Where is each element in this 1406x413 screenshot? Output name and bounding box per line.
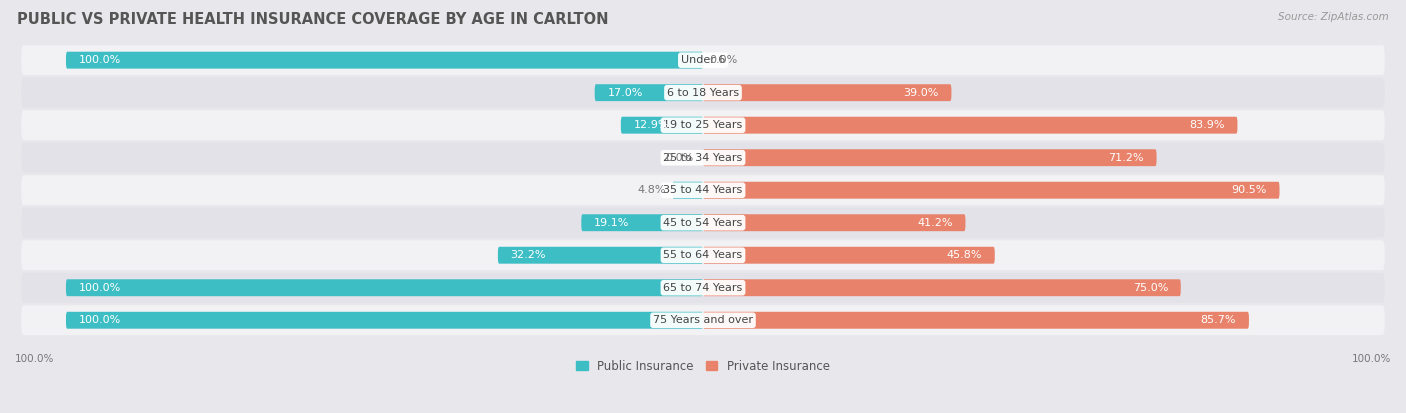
Text: 45.8%: 45.8% — [946, 250, 981, 260]
Text: 100.0%: 100.0% — [79, 283, 121, 293]
FancyBboxPatch shape — [21, 143, 1385, 173]
Text: Source: ZipAtlas.com: Source: ZipAtlas.com — [1278, 12, 1389, 22]
Text: 6 to 18 Years: 6 to 18 Years — [666, 88, 740, 98]
FancyBboxPatch shape — [21, 273, 1385, 303]
Text: 17.0%: 17.0% — [607, 88, 643, 98]
FancyBboxPatch shape — [581, 214, 703, 231]
Text: 19 to 25 Years: 19 to 25 Years — [664, 120, 742, 130]
FancyBboxPatch shape — [21, 305, 1385, 335]
FancyBboxPatch shape — [703, 117, 1237, 134]
FancyBboxPatch shape — [66, 279, 703, 296]
Text: 83.9%: 83.9% — [1189, 120, 1225, 130]
FancyBboxPatch shape — [703, 149, 1157, 166]
Text: 85.7%: 85.7% — [1201, 315, 1236, 325]
FancyBboxPatch shape — [703, 312, 1249, 329]
Text: 4.8%: 4.8% — [637, 185, 666, 195]
Text: Under 6: Under 6 — [681, 55, 725, 65]
Text: 25 to 34 Years: 25 to 34 Years — [664, 153, 742, 163]
Text: 65 to 74 Years: 65 to 74 Years — [664, 283, 742, 293]
Text: 75.0%: 75.0% — [1133, 283, 1168, 293]
FancyBboxPatch shape — [66, 52, 703, 69]
Text: 55 to 64 Years: 55 to 64 Years — [664, 250, 742, 260]
Text: 100.0%: 100.0% — [79, 55, 121, 65]
Text: 32.2%: 32.2% — [510, 250, 546, 260]
Text: 90.5%: 90.5% — [1232, 185, 1267, 195]
FancyBboxPatch shape — [672, 182, 703, 199]
FancyBboxPatch shape — [21, 45, 1385, 75]
Text: 0.0%: 0.0% — [710, 55, 738, 65]
FancyBboxPatch shape — [703, 182, 1279, 199]
Text: 35 to 44 Years: 35 to 44 Years — [664, 185, 742, 195]
FancyBboxPatch shape — [21, 208, 1385, 237]
Text: 45 to 54 Years: 45 to 54 Years — [664, 218, 742, 228]
Text: 71.2%: 71.2% — [1108, 153, 1144, 163]
Legend: Public Insurance, Private Insurance: Public Insurance, Private Insurance — [571, 355, 835, 377]
Text: 39.0%: 39.0% — [903, 88, 939, 98]
Text: 19.1%: 19.1% — [595, 218, 630, 228]
Text: 12.9%: 12.9% — [634, 120, 669, 130]
Text: 100.0%: 100.0% — [79, 315, 121, 325]
Text: 0.0%: 0.0% — [665, 153, 693, 163]
FancyBboxPatch shape — [21, 240, 1385, 270]
FancyBboxPatch shape — [621, 117, 703, 134]
FancyBboxPatch shape — [498, 247, 703, 263]
Text: 75 Years and over: 75 Years and over — [652, 315, 754, 325]
FancyBboxPatch shape — [21, 78, 1385, 108]
FancyBboxPatch shape — [703, 84, 952, 101]
Text: 100.0%: 100.0% — [1351, 354, 1391, 364]
FancyBboxPatch shape — [21, 175, 1385, 205]
FancyBboxPatch shape — [703, 279, 1181, 296]
FancyBboxPatch shape — [595, 84, 703, 101]
Text: 100.0%: 100.0% — [15, 354, 55, 364]
FancyBboxPatch shape — [703, 247, 995, 263]
FancyBboxPatch shape — [703, 214, 966, 231]
Text: PUBLIC VS PRIVATE HEALTH INSURANCE COVERAGE BY AGE IN CARLTON: PUBLIC VS PRIVATE HEALTH INSURANCE COVER… — [17, 12, 609, 27]
FancyBboxPatch shape — [21, 110, 1385, 140]
Text: 41.2%: 41.2% — [917, 218, 953, 228]
FancyBboxPatch shape — [66, 312, 703, 329]
